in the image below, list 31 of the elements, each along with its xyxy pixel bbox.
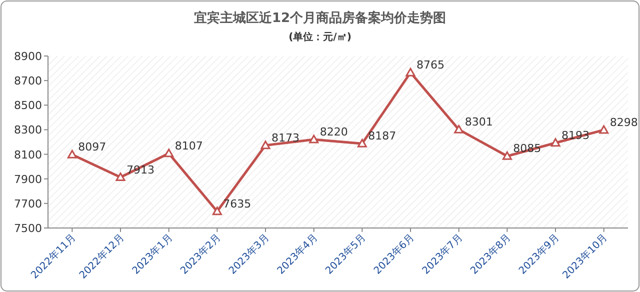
point bbox=[164, 148, 174, 158]
point bbox=[406, 68, 416, 76]
data-label: 8298 bbox=[610, 116, 638, 129]
point bbox=[212, 206, 222, 216]
y-tick-label: 8900 bbox=[14, 50, 42, 63]
chart-title: 宜宾主城区近12个月商品房备案均价走势图 bbox=[194, 10, 446, 26]
point bbox=[550, 138, 560, 147]
point bbox=[116, 172, 126, 182]
data-label: 8107 bbox=[174, 139, 203, 152]
y-tick-label: 8500 bbox=[14, 99, 42, 112]
y-tick-label: 8700 bbox=[14, 74, 42, 88]
point bbox=[599, 125, 609, 134]
point bbox=[67, 150, 77, 158]
chart-subtitle: (单位：元/㎡) bbox=[288, 31, 352, 43]
data-label: 8173 bbox=[272, 131, 300, 144]
y-tick-label: 7900 bbox=[14, 172, 42, 186]
point bbox=[357, 138, 367, 148]
y-tick-label: 7500 bbox=[14, 222, 42, 235]
data-label: 8097 bbox=[78, 140, 106, 154]
data-label: 8220 bbox=[320, 126, 348, 139]
y-tick-label: 8100 bbox=[14, 148, 42, 162]
point bbox=[454, 124, 464, 134]
y-tick-label: 7700 bbox=[14, 197, 42, 210]
data-label: 8301 bbox=[464, 116, 493, 129]
data-label: 7635 bbox=[223, 197, 252, 210]
point bbox=[309, 134, 319, 144]
data-label: 8187 bbox=[368, 130, 396, 143]
data-label: 8765 bbox=[416, 58, 444, 72]
y-tick-label: 8300 bbox=[14, 124, 42, 137]
point bbox=[260, 140, 270, 150]
point bbox=[502, 151, 512, 160]
